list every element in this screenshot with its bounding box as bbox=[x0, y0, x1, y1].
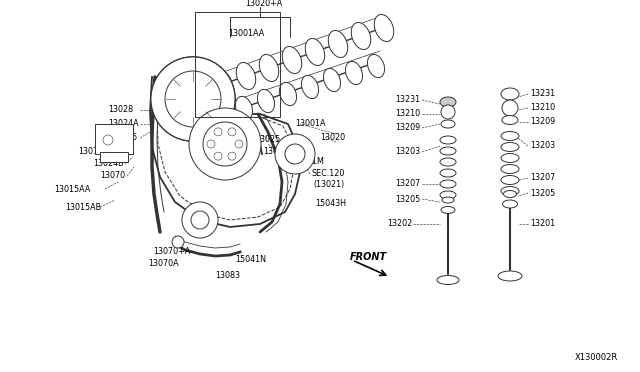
Circle shape bbox=[228, 128, 236, 136]
Circle shape bbox=[165, 71, 221, 127]
Circle shape bbox=[172, 236, 184, 248]
Ellipse shape bbox=[190, 78, 210, 106]
Ellipse shape bbox=[301, 76, 319, 99]
Text: 13203: 13203 bbox=[395, 148, 420, 157]
Circle shape bbox=[228, 152, 236, 160]
Ellipse shape bbox=[502, 115, 518, 125]
Text: 13001AA: 13001AA bbox=[228, 29, 264, 38]
Circle shape bbox=[207, 140, 215, 148]
Text: 13210: 13210 bbox=[530, 103, 555, 112]
Circle shape bbox=[502, 100, 518, 116]
Text: 13231: 13231 bbox=[395, 96, 420, 105]
Circle shape bbox=[191, 211, 209, 229]
Ellipse shape bbox=[441, 120, 455, 128]
Ellipse shape bbox=[374, 15, 394, 42]
Ellipse shape bbox=[305, 38, 324, 65]
Text: 13024B: 13024B bbox=[93, 160, 124, 169]
Text: 15043H: 15043H bbox=[315, 199, 346, 208]
Text: 13207: 13207 bbox=[530, 173, 556, 183]
Ellipse shape bbox=[346, 61, 363, 84]
Text: 13086: 13086 bbox=[112, 134, 137, 142]
Text: 13205: 13205 bbox=[530, 189, 556, 198]
Text: 13001A: 13001A bbox=[295, 119, 326, 128]
Ellipse shape bbox=[257, 89, 275, 113]
Circle shape bbox=[203, 122, 247, 166]
Circle shape bbox=[275, 134, 315, 174]
Text: SEC.120: SEC.120 bbox=[312, 170, 346, 179]
Ellipse shape bbox=[280, 82, 296, 106]
Text: 13070: 13070 bbox=[100, 171, 125, 180]
Ellipse shape bbox=[501, 88, 519, 100]
Ellipse shape bbox=[440, 97, 456, 107]
Ellipse shape bbox=[236, 96, 253, 120]
Text: 13015AB: 13015AB bbox=[65, 202, 101, 212]
Text: 15041N: 15041N bbox=[235, 256, 266, 264]
Circle shape bbox=[189, 108, 261, 180]
Text: 13015AA: 13015AA bbox=[54, 185, 90, 193]
Circle shape bbox=[214, 128, 222, 136]
Ellipse shape bbox=[323, 68, 340, 92]
Text: 13070A: 13070A bbox=[148, 260, 179, 269]
Text: 13025: 13025 bbox=[255, 135, 280, 144]
Bar bbox=[100, 152, 128, 162]
Circle shape bbox=[285, 144, 305, 164]
Ellipse shape bbox=[442, 197, 454, 203]
Ellipse shape bbox=[351, 22, 371, 49]
Ellipse shape bbox=[213, 70, 233, 97]
Text: 13024: 13024 bbox=[190, 73, 215, 81]
Bar bbox=[195, 12, 280, 117]
Text: 13083: 13083 bbox=[215, 270, 240, 279]
Circle shape bbox=[151, 57, 235, 141]
Ellipse shape bbox=[328, 31, 348, 58]
Ellipse shape bbox=[236, 62, 256, 90]
Text: 13081M: 13081M bbox=[292, 157, 324, 167]
Text: 13210: 13210 bbox=[395, 109, 420, 119]
Ellipse shape bbox=[498, 271, 522, 281]
Text: 13209: 13209 bbox=[395, 124, 420, 132]
Text: (13021): (13021) bbox=[313, 180, 344, 189]
Ellipse shape bbox=[213, 103, 230, 126]
Text: 13070+A: 13070+A bbox=[153, 247, 190, 257]
Text: 13203: 13203 bbox=[530, 141, 555, 151]
Text: FRONT: FRONT bbox=[350, 252, 387, 262]
Text: 13070A: 13070A bbox=[78, 148, 109, 157]
Text: 13020+A: 13020+A bbox=[245, 0, 282, 9]
Text: 13020: 13020 bbox=[320, 132, 345, 141]
Ellipse shape bbox=[259, 54, 278, 81]
Circle shape bbox=[235, 140, 243, 148]
Ellipse shape bbox=[191, 110, 209, 134]
Circle shape bbox=[214, 152, 222, 160]
Text: 13207: 13207 bbox=[395, 180, 420, 189]
Text: 13209: 13209 bbox=[530, 118, 556, 126]
Text: 13231: 13231 bbox=[530, 90, 555, 99]
Circle shape bbox=[441, 105, 455, 119]
Ellipse shape bbox=[282, 46, 301, 74]
Bar bbox=[95, 124, 133, 154]
Circle shape bbox=[182, 202, 218, 238]
Text: 13085: 13085 bbox=[263, 148, 288, 157]
Ellipse shape bbox=[437, 276, 459, 285]
Ellipse shape bbox=[502, 200, 518, 208]
Circle shape bbox=[103, 135, 113, 145]
Text: 13024A: 13024A bbox=[108, 119, 139, 128]
Text: 13201: 13201 bbox=[530, 219, 555, 228]
Text: X130002R: X130002R bbox=[575, 353, 618, 362]
Ellipse shape bbox=[367, 54, 385, 78]
Text: 13202: 13202 bbox=[387, 219, 412, 228]
Ellipse shape bbox=[504, 190, 516, 198]
Text: 13028: 13028 bbox=[108, 106, 133, 115]
Ellipse shape bbox=[441, 206, 455, 214]
Text: 13205: 13205 bbox=[395, 195, 420, 203]
